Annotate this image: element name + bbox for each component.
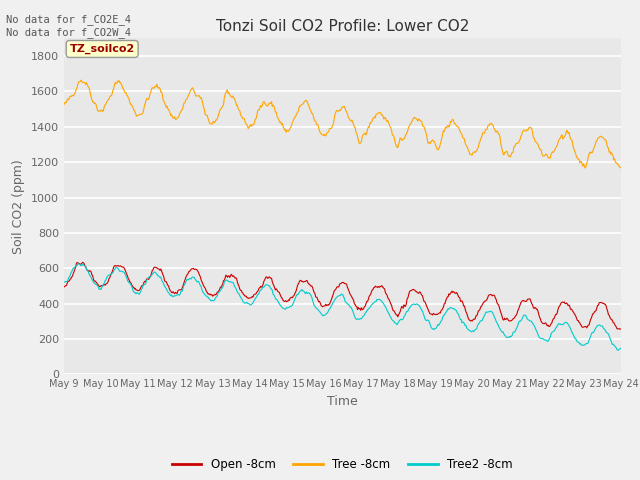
- Tree -8cm: [77, 77, 85, 83]
- Tree2 -8cm: [74, 261, 82, 266]
- Open -8cm: [185, 269, 193, 275]
- Tree2 -8cm: [428, 324, 435, 330]
- Line: Open -8cm: Open -8cm: [64, 263, 621, 329]
- Line: Tree -8cm: Tree -8cm: [64, 80, 621, 168]
- Tree2 -8cm: [614, 348, 621, 353]
- Text: No data for f_CO2E_4
No data for f_CO2W_4: No data for f_CO2E_4 No data for f_CO2W_…: [6, 14, 131, 38]
- Line: Tree2 -8cm: Tree2 -8cm: [64, 264, 621, 350]
- Tree2 -8cm: [214, 290, 222, 296]
- Tree2 -8cm: [617, 346, 625, 351]
- Tree2 -8cm: [60, 279, 68, 285]
- Open -8cm: [79, 260, 86, 265]
- Open -8cm: [60, 284, 68, 290]
- Tree -8cm: [411, 115, 419, 120]
- Open -8cm: [617, 326, 625, 332]
- Tree -8cm: [128, 103, 136, 108]
- Tree -8cm: [617, 165, 625, 170]
- Tree2 -8cm: [128, 285, 136, 290]
- Tree -8cm: [60, 102, 68, 108]
- Tree -8cm: [428, 139, 435, 144]
- Tree -8cm: [185, 92, 193, 97]
- Open -8cm: [214, 289, 222, 295]
- Text: TZ_soilco2: TZ_soilco2: [70, 44, 135, 54]
- Open -8cm: [428, 311, 435, 317]
- Tree2 -8cm: [185, 276, 193, 282]
- Tree -8cm: [70, 92, 78, 97]
- Open -8cm: [616, 326, 624, 332]
- Tree2 -8cm: [70, 265, 78, 271]
- Tree -8cm: [581, 165, 589, 171]
- Legend: Open -8cm, Tree -8cm, Tree2 -8cm: Open -8cm, Tree -8cm, Tree2 -8cm: [167, 454, 518, 476]
- Open -8cm: [411, 288, 419, 293]
- Y-axis label: Soil CO2 (ppm): Soil CO2 (ppm): [12, 159, 26, 254]
- Tree -8cm: [214, 113, 222, 119]
- Open -8cm: [70, 269, 78, 275]
- Open -8cm: [128, 283, 136, 288]
- X-axis label: Time: Time: [327, 395, 358, 408]
- Tree2 -8cm: [411, 301, 419, 307]
- Title: Tonzi Soil CO2 Profile: Lower CO2: Tonzi Soil CO2 Profile: Lower CO2: [216, 20, 469, 35]
